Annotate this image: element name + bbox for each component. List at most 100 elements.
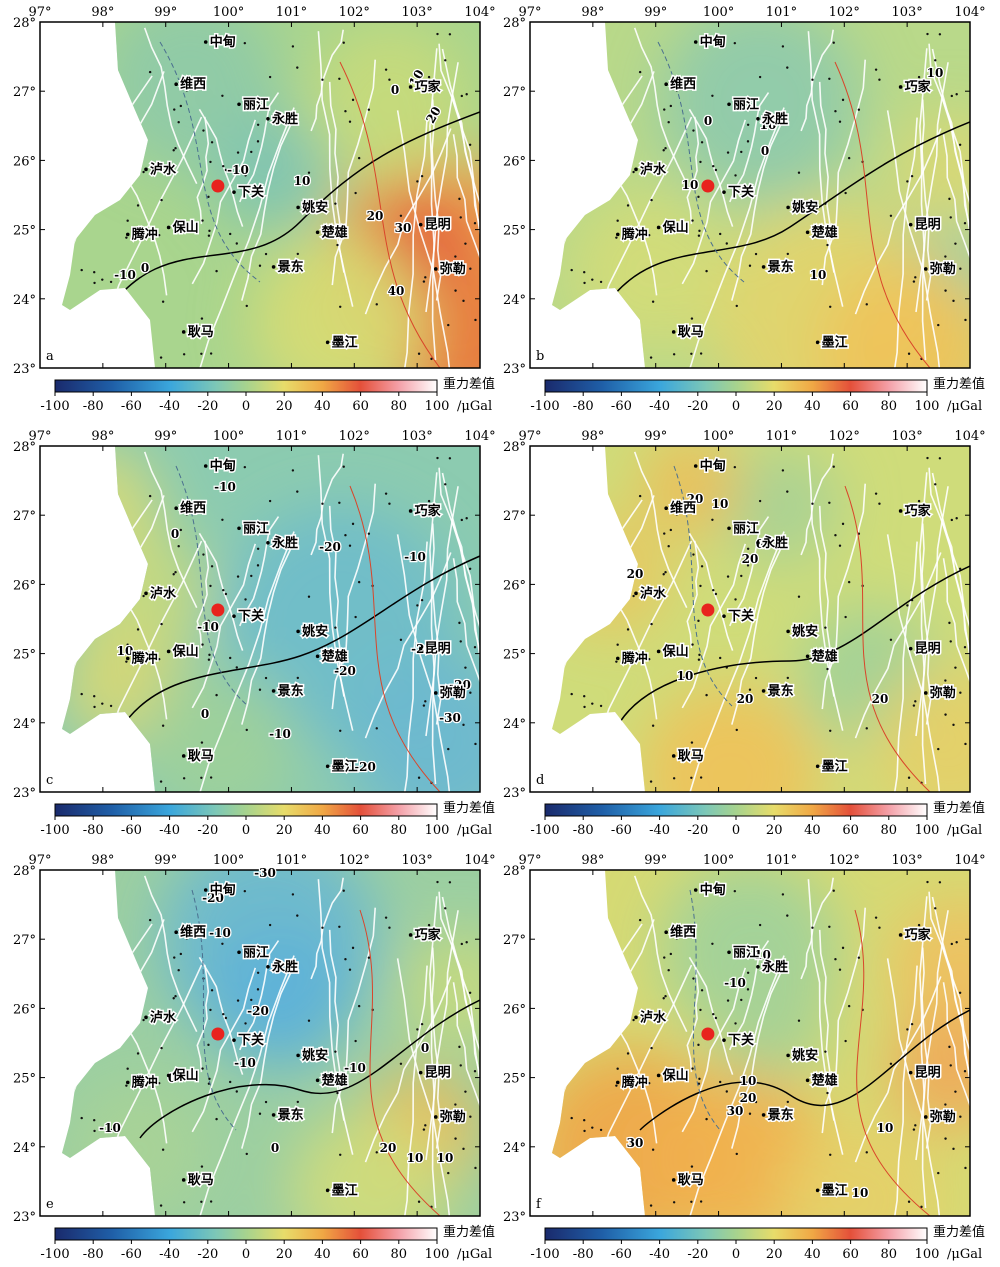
city-label: 姚安 [791, 1047, 818, 1063]
fault [331, 483, 376, 710]
contour-label: -10 [99, 1121, 121, 1135]
city-label: 墨江 [332, 758, 358, 774]
station [964, 742, 967, 746]
city-label: 腾冲 [621, 650, 648, 666]
city-label: 丽江 [733, 944, 759, 960]
field-blob [890, 900, 970, 1040]
city-marker [664, 506, 668, 511]
station [944, 255, 947, 258]
city-label: 丽江 [733, 96, 759, 112]
station [725, 242, 728, 245]
station [207, 195, 210, 199]
station [136, 628, 140, 631]
station [612, 1016, 615, 1019]
station [339, 729, 342, 733]
station [580, 576, 584, 579]
lon-tick-label: 100° [703, 5, 734, 20]
station [256, 971, 260, 975]
station [797, 595, 801, 598]
station [122, 592, 125, 595]
colorbar-tick-label: -60 [611, 399, 632, 414]
station [832, 889, 835, 892]
epicenter [701, 1027, 715, 1041]
station [650, 198, 653, 202]
station [839, 766, 842, 769]
station [958, 991, 962, 994]
station [598, 536, 602, 539]
station [148, 70, 152, 74]
station [172, 149, 175, 152]
station [469, 267, 472, 270]
station [454, 1137, 457, 1140]
station [321, 502, 324, 505]
station [367, 108, 371, 111]
station [828, 501, 831, 504]
station [786, 66, 789, 69]
station [889, 1062, 893, 1065]
station [321, 78, 324, 81]
city-label: 墨江 [332, 334, 358, 350]
city-marker [761, 1113, 766, 1117]
station [714, 592, 718, 596]
station [339, 305, 342, 309]
station [142, 594, 145, 598]
colorbar-tick-label: 0 [242, 1247, 250, 1262]
station [944, 1137, 947, 1140]
city-label: 楚雄 [812, 224, 838, 240]
station [828, 925, 831, 928]
colorbar-tick-label: 20 [276, 823, 293, 838]
station [811, 926, 814, 929]
contour-label: -10 [724, 976, 746, 990]
station [112, 187, 115, 190]
station [786, 1100, 790, 1104]
station [245, 1152, 248, 1156]
station [182, 1201, 186, 1204]
fault [62, 540, 203, 792]
station [912, 1128, 916, 1131]
fault [143, 875, 198, 1033]
colorbar-tick-label: -80 [83, 823, 104, 838]
city-label: 永胜 [271, 535, 298, 551]
station [912, 280, 916, 283]
fault [328, 505, 345, 697]
station [878, 78, 881, 81]
station [474, 742, 477, 746]
station [591, 732, 594, 735]
station [235, 666, 238, 669]
colorbar-title: 重力差值 [443, 376, 495, 392]
city-label: 泸水 [150, 161, 177, 177]
field [552, 870, 970, 1216]
colorbar-tick-label: 80 [881, 399, 898, 414]
station [926, 456, 929, 460]
lat-tick-label: 24° [503, 1141, 526, 1156]
fault [807, 455, 844, 731]
station [236, 575, 240, 578]
contour-label: 0 [756, 537, 764, 551]
station [934, 226, 937, 230]
city-marker [898, 85, 903, 89]
station [228, 656, 232, 660]
station [173, 956, 176, 959]
city-marker [722, 190, 726, 194]
station [174, 994, 177, 998]
station [106, 460, 110, 464]
lon-tick-label: 99° [644, 853, 667, 868]
city-marker [898, 509, 903, 513]
station [338, 925, 341, 928]
city-marker [174, 82, 178, 87]
station [626, 204, 630, 207]
contour-red [854, 909, 931, 1216]
station [934, 1074, 937, 1078]
station [920, 1205, 923, 1209]
city-marker [237, 526, 241, 531]
city-label: 保山 [662, 643, 689, 659]
station [459, 640, 462, 643]
station [118, 552, 121, 555]
city-label: 姚安 [301, 623, 328, 639]
station [147, 763, 150, 767]
station [959, 691, 962, 694]
station [746, 971, 750, 975]
fault [197, 107, 295, 368]
fault [821, 907, 866, 1134]
